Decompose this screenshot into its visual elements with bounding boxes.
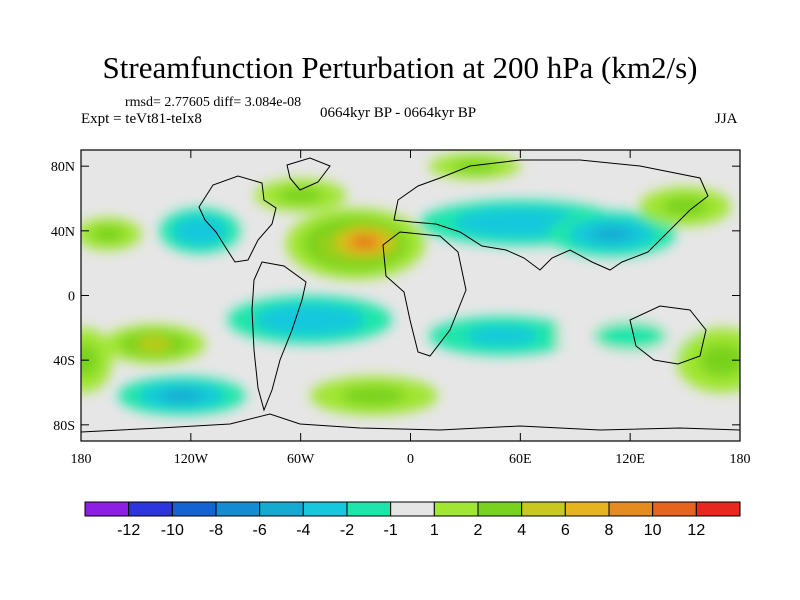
field-contour-blob xyxy=(662,196,708,217)
lon-tick-label: 120E xyxy=(615,452,645,467)
colorbar-swatch xyxy=(695,501,741,517)
season-label: JJA xyxy=(715,111,738,127)
plot-title: Streamfunction Perturbation at 200 hPa (… xyxy=(102,50,698,85)
coast-greenland xyxy=(286,157,331,191)
colorbar-swatch xyxy=(346,501,392,517)
field-contour-blob xyxy=(341,386,406,406)
colorbar-tick-label: -2 xyxy=(340,522,354,539)
streamfunction-field xyxy=(81,153,740,416)
coastlines xyxy=(81,157,740,433)
lat-tick-label: 40S xyxy=(53,354,75,369)
colorbar-swatch xyxy=(652,501,697,517)
colorbar-swatch xyxy=(433,501,479,517)
colorbar-tick-label: 12 xyxy=(687,522,705,539)
rmsd-diff-stats: rmsd= 2.77605 diff= 3.084e-08 xyxy=(125,95,302,110)
colorbar-swatch xyxy=(390,501,435,517)
longitude-labels: 180 120W 60W 0 60E 120E 180 xyxy=(71,452,751,467)
field-contour-blob xyxy=(698,344,740,377)
lat-tick-label: 80S xyxy=(53,419,75,434)
colorbar-tick-label: 4 xyxy=(517,522,526,539)
field-contour-blob xyxy=(91,225,125,243)
field-contour-blob xyxy=(186,223,214,239)
colorbar-tick-label: 10 xyxy=(644,522,662,539)
colorbar-swatch xyxy=(84,501,130,517)
field-contour-blob xyxy=(137,337,172,351)
colorbar-swatch xyxy=(521,501,566,517)
coast-australia xyxy=(629,305,707,365)
field-contour-blob xyxy=(451,159,498,173)
colorbar-swatch xyxy=(128,501,173,517)
field-contour-blob xyxy=(356,238,373,247)
colorbar-swatch xyxy=(171,501,217,517)
field-contour-blob xyxy=(277,187,324,204)
field-contour-blob xyxy=(590,226,634,242)
colorbar-tick-label: -8 xyxy=(209,522,223,539)
colorbar-swatch xyxy=(477,501,523,517)
colorbar-tick-label: -6 xyxy=(253,522,267,539)
coast-antarctica xyxy=(81,413,740,433)
lon-tick-label: 180 xyxy=(71,452,92,467)
colorbar-swatch xyxy=(259,501,304,517)
lat-tick-label: 0 xyxy=(68,290,75,305)
colorbar-swatch xyxy=(564,501,610,517)
experiment-label: Expt = teVt81-teIx8 xyxy=(81,111,202,127)
colorbar-labels: -12 -10 -8 -6 -4 -2 -1 1 2 4 6 8 10 12 xyxy=(117,522,705,539)
coast-north-america xyxy=(198,175,277,263)
lon-tick-label: 60E xyxy=(509,452,532,467)
lat-tick-label: 40N xyxy=(51,225,75,240)
colorbar xyxy=(84,501,741,517)
colorbar-tick-label: 2 xyxy=(474,522,483,539)
colorbar-tick-label: 6 xyxy=(561,522,570,539)
field-contour-blob xyxy=(486,215,554,231)
field-contour-blob xyxy=(593,321,667,351)
field-contour-blob xyxy=(282,311,338,328)
lon-tick-label: 120W xyxy=(174,452,209,467)
colorbar-tick-label: -1 xyxy=(384,522,398,539)
field-contour-blob xyxy=(81,344,99,377)
coast-south-america xyxy=(251,261,307,412)
field-contour-blob xyxy=(160,389,204,403)
colorbar-tick-label: 1 xyxy=(430,522,439,539)
axis-ticks xyxy=(80,150,741,441)
latitude-labels: 80N 40N 0 40S 80S xyxy=(51,160,75,434)
field-contour-blob xyxy=(465,326,539,346)
coast-africa xyxy=(382,231,467,357)
lon-tick-label: 60W xyxy=(287,452,315,467)
colorbar-tick-label: -4 xyxy=(296,522,310,539)
colorbar-swatch xyxy=(215,501,261,517)
field-fill-group xyxy=(81,153,740,416)
lon-tick-label: 180 xyxy=(730,452,751,467)
coast-eurasia xyxy=(393,159,709,271)
lat-tick-label: 80N xyxy=(51,160,75,175)
period-label: 0664kyr BP - 0664kyr BP xyxy=(320,105,477,121)
colorbar-swatch xyxy=(302,501,348,517)
colorbar-tick-label: 8 xyxy=(605,522,614,539)
colorbar-tick-label: -10 xyxy=(161,522,184,539)
colorbar-swatch xyxy=(608,501,654,517)
colorbar-tick-label: -12 xyxy=(117,522,140,539)
lon-tick-label: 0 xyxy=(407,452,414,467)
